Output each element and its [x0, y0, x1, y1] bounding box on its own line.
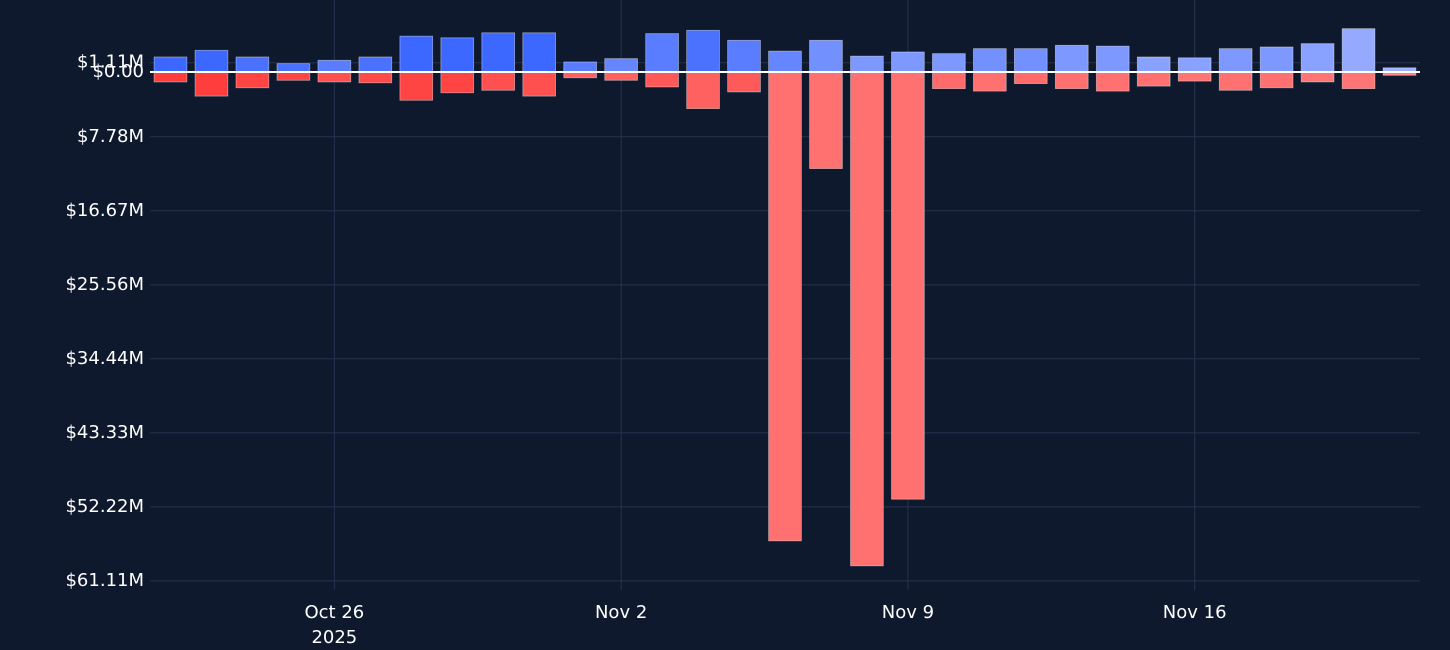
bar-segment: [686, 71, 720, 110]
bar-segment: [317, 59, 352, 73]
y-tick-label: $61.11M: [65, 570, 144, 591]
bar-segment: [1259, 71, 1294, 89]
bar-segment: [973, 48, 1007, 73]
bar-segment: [276, 63, 311, 73]
bar-segment: [1014, 71, 1048, 85]
bar-segment: [850, 55, 884, 73]
bar-segment: [235, 71, 270, 89]
x-tick-label: Oct 26: [304, 602, 364, 623]
bar-segment: [1095, 45, 1130, 73]
bar-segment: [645, 71, 679, 88]
bar-segment: [1095, 71, 1130, 92]
bar-segment: [727, 71, 761, 93]
x-tick-label: Nov 9: [882, 602, 934, 623]
y-tick-label: $7.78M: [77, 126, 144, 147]
bar-segment: [932, 71, 966, 90]
bar-segment: [891, 71, 925, 500]
bar-segment: [1136, 56, 1171, 73]
bar-segment: [440, 37, 475, 73]
bar-segment: [768, 71, 802, 542]
bar-segment: [1014, 48, 1048, 73]
bar-segment: [235, 56, 270, 73]
x-year-label: 2025: [311, 627, 357, 648]
bar-segment: [1341, 28, 1376, 73]
bar-segment: [686, 29, 720, 73]
bar-segment: [194, 71, 229, 97]
bar-segment: [522, 32, 556, 73]
bar-segment: [604, 71, 638, 81]
bar-segment: [440, 71, 475, 94]
bar-segment: [153, 56, 188, 73]
y-tick-label: $16.67M: [65, 200, 144, 221]
bar-segment: [481, 32, 516, 73]
bar-segment: [153, 71, 188, 83]
bar-segment: [809, 71, 843, 169]
bar-segment: [1259, 46, 1294, 73]
bar-segment: [1177, 71, 1212, 82]
bar-segment: [481, 71, 516, 91]
bar-segment: [399, 35, 434, 73]
bar-segment: [850, 71, 884, 567]
bar-segment: [399, 71, 434, 101]
bar-segment: [1300, 43, 1335, 73]
bar-segment: [891, 51, 925, 73]
y-tick-label: $1.11M: [77, 52, 144, 73]
x-tick-label: Nov 2: [595, 602, 647, 623]
y-tick-label: $34.44M: [65, 348, 144, 369]
bar-segment: [1300, 71, 1335, 83]
bar-segment: [645, 33, 679, 73]
bar-segment: [358, 71, 393, 84]
x-tick-label: Nov 16: [1163, 602, 1227, 623]
bar-segment: [973, 71, 1007, 92]
bar-segment: [522, 71, 556, 97]
bar-segment: [1054, 44, 1089, 73]
bar-segment: [727, 39, 761, 73]
bar-segment: [1218, 48, 1253, 73]
bar-segment: [1218, 71, 1253, 91]
bar-segment: [317, 71, 352, 83]
bar-segment: [358, 56, 393, 73]
bar-segment: [932, 53, 966, 73]
y-tick-label: $43.33M: [65, 422, 144, 443]
bar-segment: [1136, 71, 1171, 87]
bar-segment: [194, 49, 229, 73]
bar-segment: [604, 58, 638, 73]
bar-segment: [1341, 71, 1376, 90]
y-tick-label: $25.56M: [65, 274, 144, 295]
bar-segment: [1177, 57, 1212, 73]
bar-segment: [768, 50, 802, 73]
bar-segment: [276, 71, 311, 81]
bar-segment: [809, 39, 843, 73]
y-tick-label: $0.00: [92, 61, 144, 82]
bar-segment: [1054, 71, 1089, 90]
bar-segment: [563, 61, 597, 73]
y-tick-label: $52.22M: [65, 496, 144, 517]
